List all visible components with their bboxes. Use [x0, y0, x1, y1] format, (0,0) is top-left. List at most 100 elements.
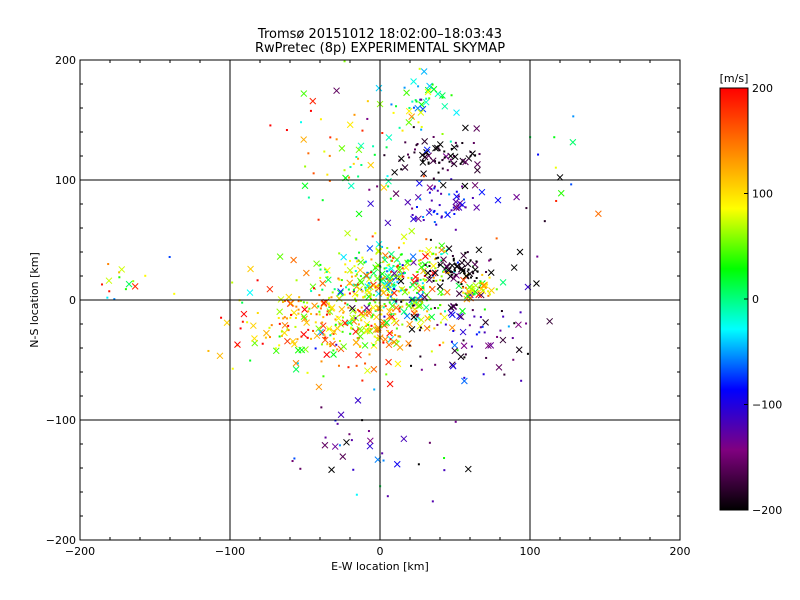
data-point-dot: [452, 329, 455, 332]
data-point-cross: [437, 288, 445, 296]
data-point-dot: [461, 185, 464, 188]
data-point-dot: [298, 296, 301, 299]
data-point-dot: [416, 315, 419, 318]
data-point-dot: [393, 298, 396, 301]
data-point-dot: [526, 352, 529, 355]
data-point-dot: [319, 307, 322, 310]
data-point-cross: [285, 293, 293, 301]
data-point-dot: [421, 290, 424, 293]
data-point-cross: [366, 245, 374, 252]
data-point-cross: [131, 283, 139, 290]
data-point-dot: [385, 266, 388, 269]
data-point-cross: [443, 288, 451, 296]
data-point-dot: [328, 313, 331, 316]
data-point-dot: [387, 185, 390, 188]
data-point-dot: [386, 270, 389, 273]
data-point-cross: [294, 346, 302, 354]
data-point-dot: [396, 281, 399, 284]
data-point-dot: [394, 334, 397, 337]
data-point-dot: [344, 302, 347, 305]
data-point-cross: [346, 266, 354, 274]
data-point-dot: [441, 279, 444, 282]
data-point-dot: [356, 293, 359, 296]
data-point-cross: [437, 261, 444, 269]
data-point-dot: [395, 327, 398, 330]
data-point-dot: [443, 457, 446, 460]
data-point-cross: [309, 97, 317, 105]
data-point-dot: [388, 268, 391, 271]
data-point-dot: [374, 287, 377, 290]
data-point-cross: [462, 124, 469, 132]
data-point-cross: [461, 182, 469, 190]
data-point-dot: [436, 189, 439, 192]
data-point-cross: [402, 264, 410, 271]
data-point-dot: [369, 327, 372, 330]
data-point-cross: [433, 144, 441, 152]
data-point-cross: [375, 84, 383, 92]
data-points: [101, 60, 602, 503]
data-point-dot: [430, 188, 433, 191]
data-point-dot: [449, 140, 452, 143]
data-point-dot: [348, 292, 351, 295]
data-point-dot: [427, 162, 430, 165]
data-point-cross: [447, 273, 454, 280]
x-tick-label: 100: [520, 545, 541, 558]
data-point-cross: [455, 204, 463, 211]
grid-lines: [80, 60, 680, 540]
data-point-cross: [453, 204, 460, 212]
colorbar-tick-label: 200: [752, 82, 773, 95]
data-point-dot: [466, 251, 469, 254]
data-point-cross: [513, 193, 520, 201]
data-point-cross: [410, 313, 418, 321]
data-point-dot: [419, 326, 422, 329]
data-point-dot: [352, 468, 355, 471]
data-point-dot: [395, 275, 398, 278]
data-point-dot: [496, 335, 499, 338]
data-point-cross: [390, 298, 398, 305]
data-point-dot: [374, 301, 377, 304]
data-point-cross: [423, 146, 431, 154]
data-point-dot: [398, 310, 401, 313]
data-point-dot: [402, 242, 405, 245]
data-point-dot: [411, 213, 414, 216]
data-point-dot: [440, 253, 443, 256]
data-point-dot: [481, 325, 484, 328]
data-point-dot: [481, 273, 484, 276]
data-point-cross: [458, 259, 466, 267]
data-point-dot: [457, 195, 460, 198]
data-point-cross: [425, 246, 433, 254]
data-point-dot: [405, 288, 408, 291]
axis-ticks: −200 −100 0 100 200 −200 −100 0 100 200: [46, 54, 691, 558]
data-point-dot: [393, 283, 396, 286]
data-point-dot: [469, 276, 472, 279]
data-point-dot: [428, 261, 431, 264]
data-point-cross: [319, 280, 327, 287]
data-point-cross: [356, 333, 364, 340]
data-point-dot: [295, 279, 298, 282]
data-point-dot: [422, 175, 425, 178]
data-point-cross: [375, 248, 383, 256]
data-point-dot: [454, 420, 457, 423]
data-point-dot: [435, 246, 438, 249]
data-point-cross: [448, 262, 456, 269]
data-point-cross: [276, 308, 284, 316]
data-point-dot: [401, 264, 404, 267]
data-point-cross: [346, 121, 354, 129]
data-point-dot: [383, 154, 386, 157]
data-point-dot: [391, 278, 394, 281]
data-point-dot: [379, 278, 382, 281]
data-point-dot: [443, 469, 446, 472]
data-point-dot: [479, 282, 482, 285]
data-point-dot: [312, 172, 315, 175]
data-point-dot: [460, 283, 463, 286]
data-point-dot: [471, 287, 474, 290]
data-point-dot: [425, 238, 428, 241]
data-point-dot: [455, 190, 458, 193]
data-point-dot: [278, 322, 281, 325]
data-point-dot: [306, 301, 309, 304]
data-point-dot: [399, 289, 402, 292]
data-point-cross: [475, 246, 483, 254]
data-point-dot: [463, 356, 466, 359]
data-point-dot: [357, 175, 360, 178]
data-point-cross: [301, 315, 308, 323]
